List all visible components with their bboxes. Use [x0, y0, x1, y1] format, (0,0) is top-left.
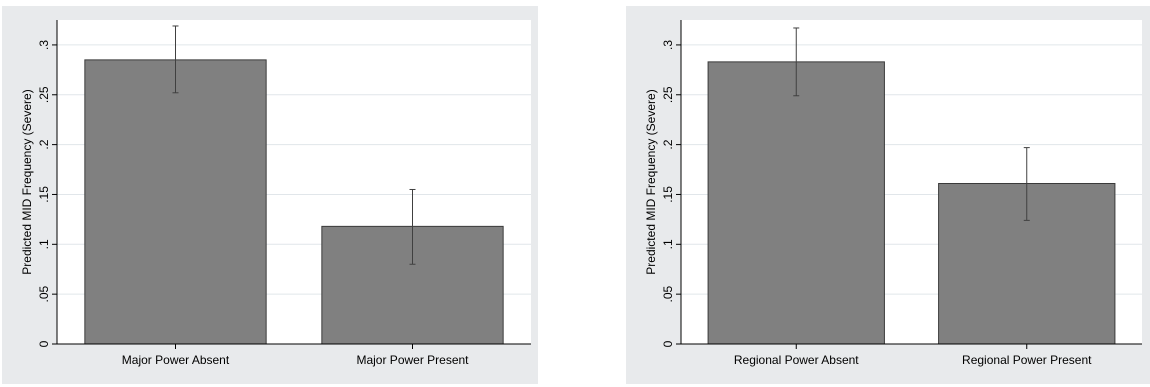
- y-tick-label: 0: [37, 340, 51, 347]
- bar-chart-regional-power: 0 .05 .1 .15 .2 .25 .3 Regional Power Absent Reg…: [644, 20, 1142, 367]
- y-tick-label: .25: [661, 86, 675, 103]
- y-tick-label: .15: [661, 186, 675, 203]
- x-category-label: Regional Power Absent: [734, 353, 859, 367]
- chart-panel-regional-power: 0 .05 .1 .15 .2 .25 .3 Regional Power Absent Reg…: [626, 6, 1150, 384]
- bar: [84, 59, 267, 345]
- bar: [707, 61, 885, 345]
- x-category-label: Major Power Present: [356, 353, 469, 367]
- y-tick-label: .05: [661, 285, 675, 302]
- y-tick-label: .25: [37, 86, 51, 103]
- y-tick-label: 0: [661, 340, 675, 347]
- y-tick-label: .3: [661, 40, 675, 50]
- y-tick-label: .15: [37, 186, 51, 203]
- y-axis-title: Predicted MID Frequency (Severe): [644, 89, 658, 274]
- y-tick-label: .2: [37, 139, 51, 149]
- y-axis-title: Predicted MID Frequency (Severe): [20, 89, 34, 274]
- x-category-label: Major Power Absent: [122, 353, 230, 367]
- y-tick-label: .3: [37, 40, 51, 50]
- y-tick-label: .1: [37, 239, 51, 249]
- x-category-label: Regional Power Present: [962, 353, 1092, 367]
- chart-panel-major-power: 0 .05 .1 .15 .2 .25 .3 Major Power Absent Major …: [2, 6, 538, 384]
- y-tick-label: .05: [37, 285, 51, 302]
- bar-chart-major-power: 0 .05 .1 .15 .2 .25 .3 Major Power Absent Major …: [20, 20, 531, 367]
- y-tick-label: .1: [661, 239, 675, 249]
- y-tick-label: .2: [661, 139, 675, 149]
